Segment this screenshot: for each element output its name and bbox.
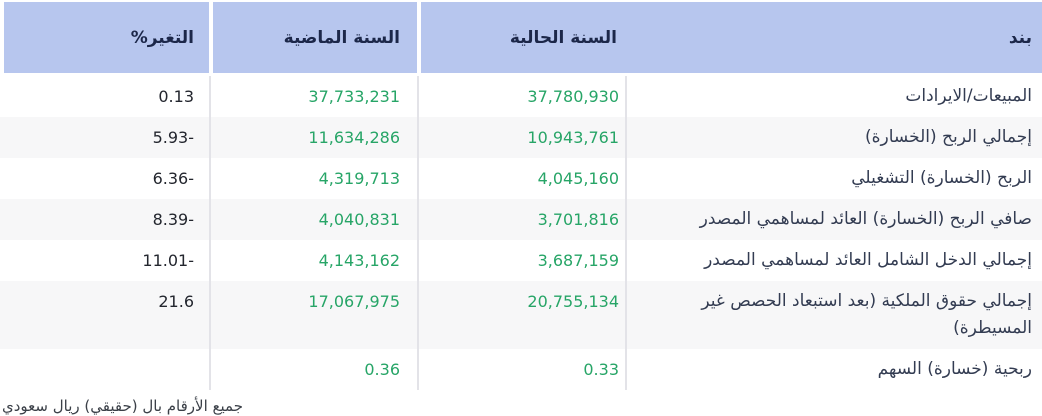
cell-item: إجمالي الربح (الخسارة) xyxy=(625,117,1042,158)
table-row: إجمالي الدخل الشامل العائد لمساهمي المصد… xyxy=(0,240,1042,281)
table-row: المبيعات/الايرادات 37,780,930 37,733,231… xyxy=(0,76,1042,117)
cell-previous-year: 37,733,231 xyxy=(209,76,417,117)
column-header-change-pct: التغير% xyxy=(0,2,209,73)
table-row: إجمالي الربح (الخسارة) 10,943,761 11,634… xyxy=(0,117,1042,158)
cell-current-year: 3,687,159 xyxy=(417,240,625,281)
table-row: إجمالي حقوق الملكية (بعد استبعاد الحصص غ… xyxy=(0,281,1042,349)
column-header-previous-year: السنة الماضية xyxy=(209,2,417,73)
cell-change-pct: 5.93- xyxy=(152,128,194,147)
cell-item: ربحية (خسارة) السهم xyxy=(625,349,1042,390)
cell-previous-year: 4,143,162 xyxy=(209,240,417,281)
table-header-row: بند السنة الحالية السنة الماضية التغير% xyxy=(0,2,1042,73)
table-row: الربح (الخسارة) التشغيلي 4,045,160 4,319… xyxy=(0,158,1042,199)
cell-item: إجمالي حقوق الملكية (بعد استبعاد الحصص غ… xyxy=(625,281,1042,349)
cell-item: صافي الربح (الخسارة) العائد لمساهمي المص… xyxy=(625,199,1042,240)
table-body: المبيعات/الايرادات 37,780,930 37,733,231… xyxy=(0,76,1042,390)
cell-current-year: 4,045,160 xyxy=(417,158,625,199)
table-row: صافي الربح (الخسارة) العائد لمساهمي المص… xyxy=(0,199,1042,240)
cell-current-year: 37,780,930 xyxy=(417,76,625,117)
table-row: ربحية (خسارة) السهم 0.33 0.36 xyxy=(0,349,1042,390)
cell-previous-year: 11,634,286 xyxy=(209,117,417,158)
column-header-item: بند xyxy=(625,2,1042,73)
cell-item: الربح (الخسارة) التشغيلي xyxy=(625,158,1042,199)
cell-change-pct: 6.36- xyxy=(152,169,194,188)
cell-previous-year: 17,067,975 xyxy=(209,281,417,349)
cell-current-year: 20,755,134 xyxy=(417,281,625,349)
cell-previous-year: 4,319,713 xyxy=(209,158,417,199)
cell-current-year: 10,943,761 xyxy=(417,117,625,158)
cell-change-pct: 21.6 xyxy=(158,292,194,311)
cell-previous-year: 0.36 xyxy=(209,349,417,390)
cell-change-pct: 11.01- xyxy=(142,251,194,270)
cell-previous-year: 4,040,831 xyxy=(209,199,417,240)
cell-current-year: 3,701,816 xyxy=(417,199,625,240)
cell-change-pct: 8.39- xyxy=(152,210,194,229)
cell-current-year: 0.33 xyxy=(417,349,625,390)
cell-item: إجمالي الدخل الشامل العائد لمساهمي المصد… xyxy=(625,240,1042,281)
cell-item: المبيعات/الايرادات xyxy=(625,76,1042,117)
column-header-current-year: السنة الحالية xyxy=(417,2,625,73)
currency-footnote: جميع الأرقام بال (حقيقي) ريال سعودي xyxy=(2,397,243,415)
cell-change-pct xyxy=(0,349,209,390)
cell-change-pct: 0.13 xyxy=(158,87,194,106)
